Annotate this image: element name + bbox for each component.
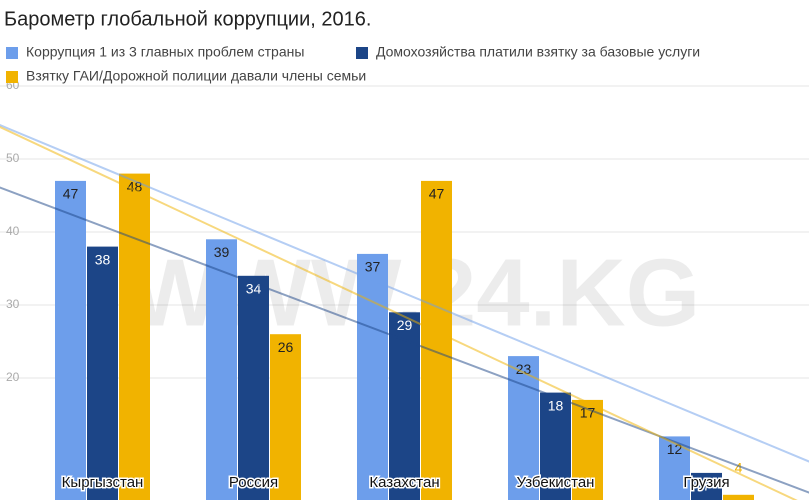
- value-label: 18: [548, 397, 564, 413]
- y-tick-label: 20: [6, 370, 20, 384]
- bar: [691, 472, 722, 500]
- bar: [540, 392, 571, 500]
- legend-label: Коррупция 1 из 3 главных проблем страны: [26, 44, 304, 60]
- bar: [270, 334, 301, 500]
- chart-title: Барометр глобальной коррупции, 2016.: [4, 8, 371, 30]
- bar: [206, 239, 237, 500]
- y-tick-label: 40: [6, 224, 20, 238]
- bar: [119, 173, 150, 500]
- legend-swatch: [6, 71, 18, 83]
- x-tick-label: Грузия: [683, 474, 729, 491]
- bar: [238, 275, 269, 500]
- y-tick-label: 30: [6, 297, 20, 311]
- legend-label: Взятку ГАИ/Дорожной полиции давали члены…: [26, 68, 366, 84]
- value-label: 7: [703, 478, 711, 494]
- value-label: 38: [95, 251, 111, 267]
- bar: [421, 180, 452, 500]
- value-label: 26: [278, 339, 294, 355]
- legend-swatch: [356, 47, 368, 59]
- legend-label: Домохозяйства платили взятку за базовые …: [376, 44, 700, 60]
- trend-line: [0, 124, 809, 463]
- bar: [357, 253, 388, 500]
- y-tick-label: 50: [6, 151, 20, 165]
- legend-swatch: [6, 47, 18, 59]
- value-label: 47: [63, 186, 79, 202]
- bar: [55, 180, 86, 500]
- x-tick-label: Узбекистан: [517, 474, 595, 491]
- value-label: 4: [735, 460, 743, 476]
- value-label: 23: [516, 361, 532, 377]
- value-label: 47: [429, 186, 445, 202]
- x-tick-label: Казахстан: [369, 474, 439, 491]
- value-label: 39: [214, 244, 230, 260]
- bar: [723, 494, 754, 500]
- bar: [87, 246, 118, 500]
- x-tick-label: Кыргызстан: [62, 474, 144, 491]
- bar: [572, 399, 603, 500]
- value-label: 29: [397, 317, 413, 333]
- x-tick-label: Россия: [229, 474, 278, 491]
- trend-line: [0, 125, 798, 500]
- value-label: 37: [365, 259, 381, 275]
- trend-line: [0, 186, 809, 494]
- bar: [659, 436, 690, 500]
